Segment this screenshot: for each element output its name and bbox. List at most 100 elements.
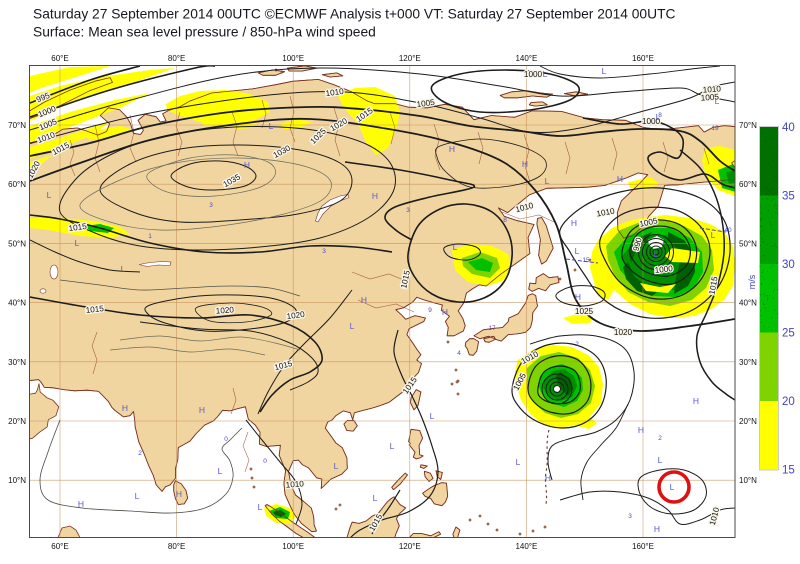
svg-text:40°N: 40°N <box>739 299 757 308</box>
svg-text:20°N: 20°N <box>739 417 757 426</box>
svg-text:160°E: 160°E <box>632 54 654 63</box>
svg-text:L: L <box>575 246 580 256</box>
svg-text:1010: 1010 <box>325 87 345 99</box>
svg-text:H: H <box>122 403 128 413</box>
svg-text:50°N: 50°N <box>739 239 757 248</box>
svg-text:70°N: 70°N <box>739 121 757 130</box>
svg-text:3: 3 <box>406 207 410 214</box>
svg-text:H: H <box>449 144 455 154</box>
svg-text:L: L <box>602 66 607 76</box>
svg-text:40: 40 <box>782 122 795 134</box>
svg-text:120°E: 120°E <box>399 54 421 63</box>
svg-text:60°N: 60°N <box>8 180 26 189</box>
svg-text:L: L <box>430 411 435 421</box>
svg-text:L: L <box>373 493 378 503</box>
svg-text:m/s: m/s <box>747 274 757 289</box>
svg-text:H: H <box>571 218 577 228</box>
svg-text:3: 3 <box>322 248 326 255</box>
svg-text:1020: 1020 <box>614 328 633 337</box>
svg-text:H: H <box>693 396 699 406</box>
svg-text:H: H <box>442 307 448 317</box>
svg-text:3: 3 <box>209 202 213 209</box>
svg-text:H: H <box>78 499 84 509</box>
svg-text:L: L <box>218 466 223 476</box>
svg-text:20: 20 <box>782 396 795 408</box>
svg-text:H: H <box>361 295 367 305</box>
svg-text:17: 17 <box>488 325 496 332</box>
svg-text:L: L <box>350 321 355 331</box>
svg-text:80°E: 80°E <box>168 54 185 63</box>
svg-text:L: L <box>334 461 339 471</box>
svg-text:H: H <box>244 160 250 170</box>
svg-text:1010: 1010 <box>285 479 304 490</box>
svg-text:70°N: 70°N <box>8 121 26 130</box>
svg-text:40°N: 40°N <box>8 299 26 308</box>
svg-text:2: 2 <box>138 450 142 457</box>
svg-text:H: H <box>638 425 644 435</box>
svg-text:L: L <box>654 249 659 259</box>
svg-text:120°E: 120°E <box>399 542 421 551</box>
svg-text:10°N: 10°N <box>739 476 757 485</box>
svg-text:L: L <box>75 238 80 248</box>
svg-text:H: H <box>654 524 660 534</box>
svg-text:L: L <box>453 242 458 252</box>
svg-text:L: L <box>670 482 675 492</box>
svg-text:2: 2 <box>575 341 579 348</box>
svg-text:15: 15 <box>582 257 590 264</box>
svg-text:25: 25 <box>782 328 795 340</box>
svg-text:30°N: 30°N <box>739 358 757 367</box>
svg-text:100°E: 100°E <box>282 542 304 551</box>
svg-text:30: 30 <box>782 259 795 271</box>
svg-text:10°N: 10°N <box>8 476 26 485</box>
svg-text:19: 19 <box>711 125 719 132</box>
svg-text:1015: 1015 <box>85 304 104 315</box>
svg-text:H: H <box>176 489 182 499</box>
svg-text:H: H <box>575 292 581 302</box>
svg-text:1015: 1015 <box>708 275 720 295</box>
svg-text:L: L <box>715 96 720 106</box>
svg-text:1000: 1000 <box>654 264 673 275</box>
svg-text:H: H <box>199 405 205 415</box>
svg-text:8: 8 <box>658 112 662 119</box>
svg-text:60°E: 60°E <box>51 542 68 551</box>
svg-text:9: 9 <box>428 307 432 314</box>
svg-text:L: L <box>543 69 548 79</box>
svg-text:100°E: 100°E <box>282 54 304 63</box>
svg-text:50°N: 50°N <box>8 239 26 248</box>
svg-text:0: 0 <box>224 436 228 443</box>
svg-text:1015: 1015 <box>68 222 88 234</box>
svg-text:15: 15 <box>782 465 795 477</box>
svg-text:1: 1 <box>148 233 152 240</box>
svg-text:L: L <box>47 190 52 200</box>
svg-text:L: L <box>656 112 661 122</box>
svg-text:L: L <box>135 491 140 501</box>
svg-text:H: H <box>522 159 528 169</box>
svg-text:8: 8 <box>503 217 507 224</box>
svg-text:Surface: Mean sea level pressu: Surface: Mean sea level pressure / 850-h… <box>33 25 376 40</box>
svg-text:4: 4 <box>457 350 461 357</box>
svg-text:L: L <box>390 441 395 451</box>
svg-text:60°N: 60°N <box>739 180 757 189</box>
svg-text:L: L <box>121 264 126 274</box>
svg-text:160°E: 160°E <box>632 542 654 551</box>
svg-text:140°E: 140°E <box>515 542 537 551</box>
svg-text:L: L <box>658 455 663 465</box>
svg-text:2: 2 <box>658 435 662 442</box>
svg-text:H: H <box>545 473 551 483</box>
svg-text:L: L <box>269 121 274 131</box>
svg-text:60°E: 60°E <box>51 54 68 63</box>
svg-text:0: 0 <box>263 458 267 465</box>
svg-text:1010: 1010 <box>702 84 721 94</box>
svg-text:1025: 1025 <box>575 307 594 316</box>
svg-text:30°N: 30°N <box>8 358 26 367</box>
svg-text:1005: 1005 <box>700 92 719 102</box>
svg-text:L: L <box>516 457 521 467</box>
svg-text:3: 3 <box>628 513 632 520</box>
svg-text:1000: 1000 <box>642 117 661 126</box>
svg-text:20°N: 20°N <box>8 417 26 426</box>
svg-text:H: H <box>617 174 623 184</box>
svg-text:40: 40 <box>724 227 732 234</box>
svg-text:Saturday 27 September 2014 00U: Saturday 27 September 2014 00UTC ©ECMWF … <box>33 7 676 22</box>
svg-text:140°E: 140°E <box>515 54 537 63</box>
svg-text:80°E: 80°E <box>168 542 185 551</box>
